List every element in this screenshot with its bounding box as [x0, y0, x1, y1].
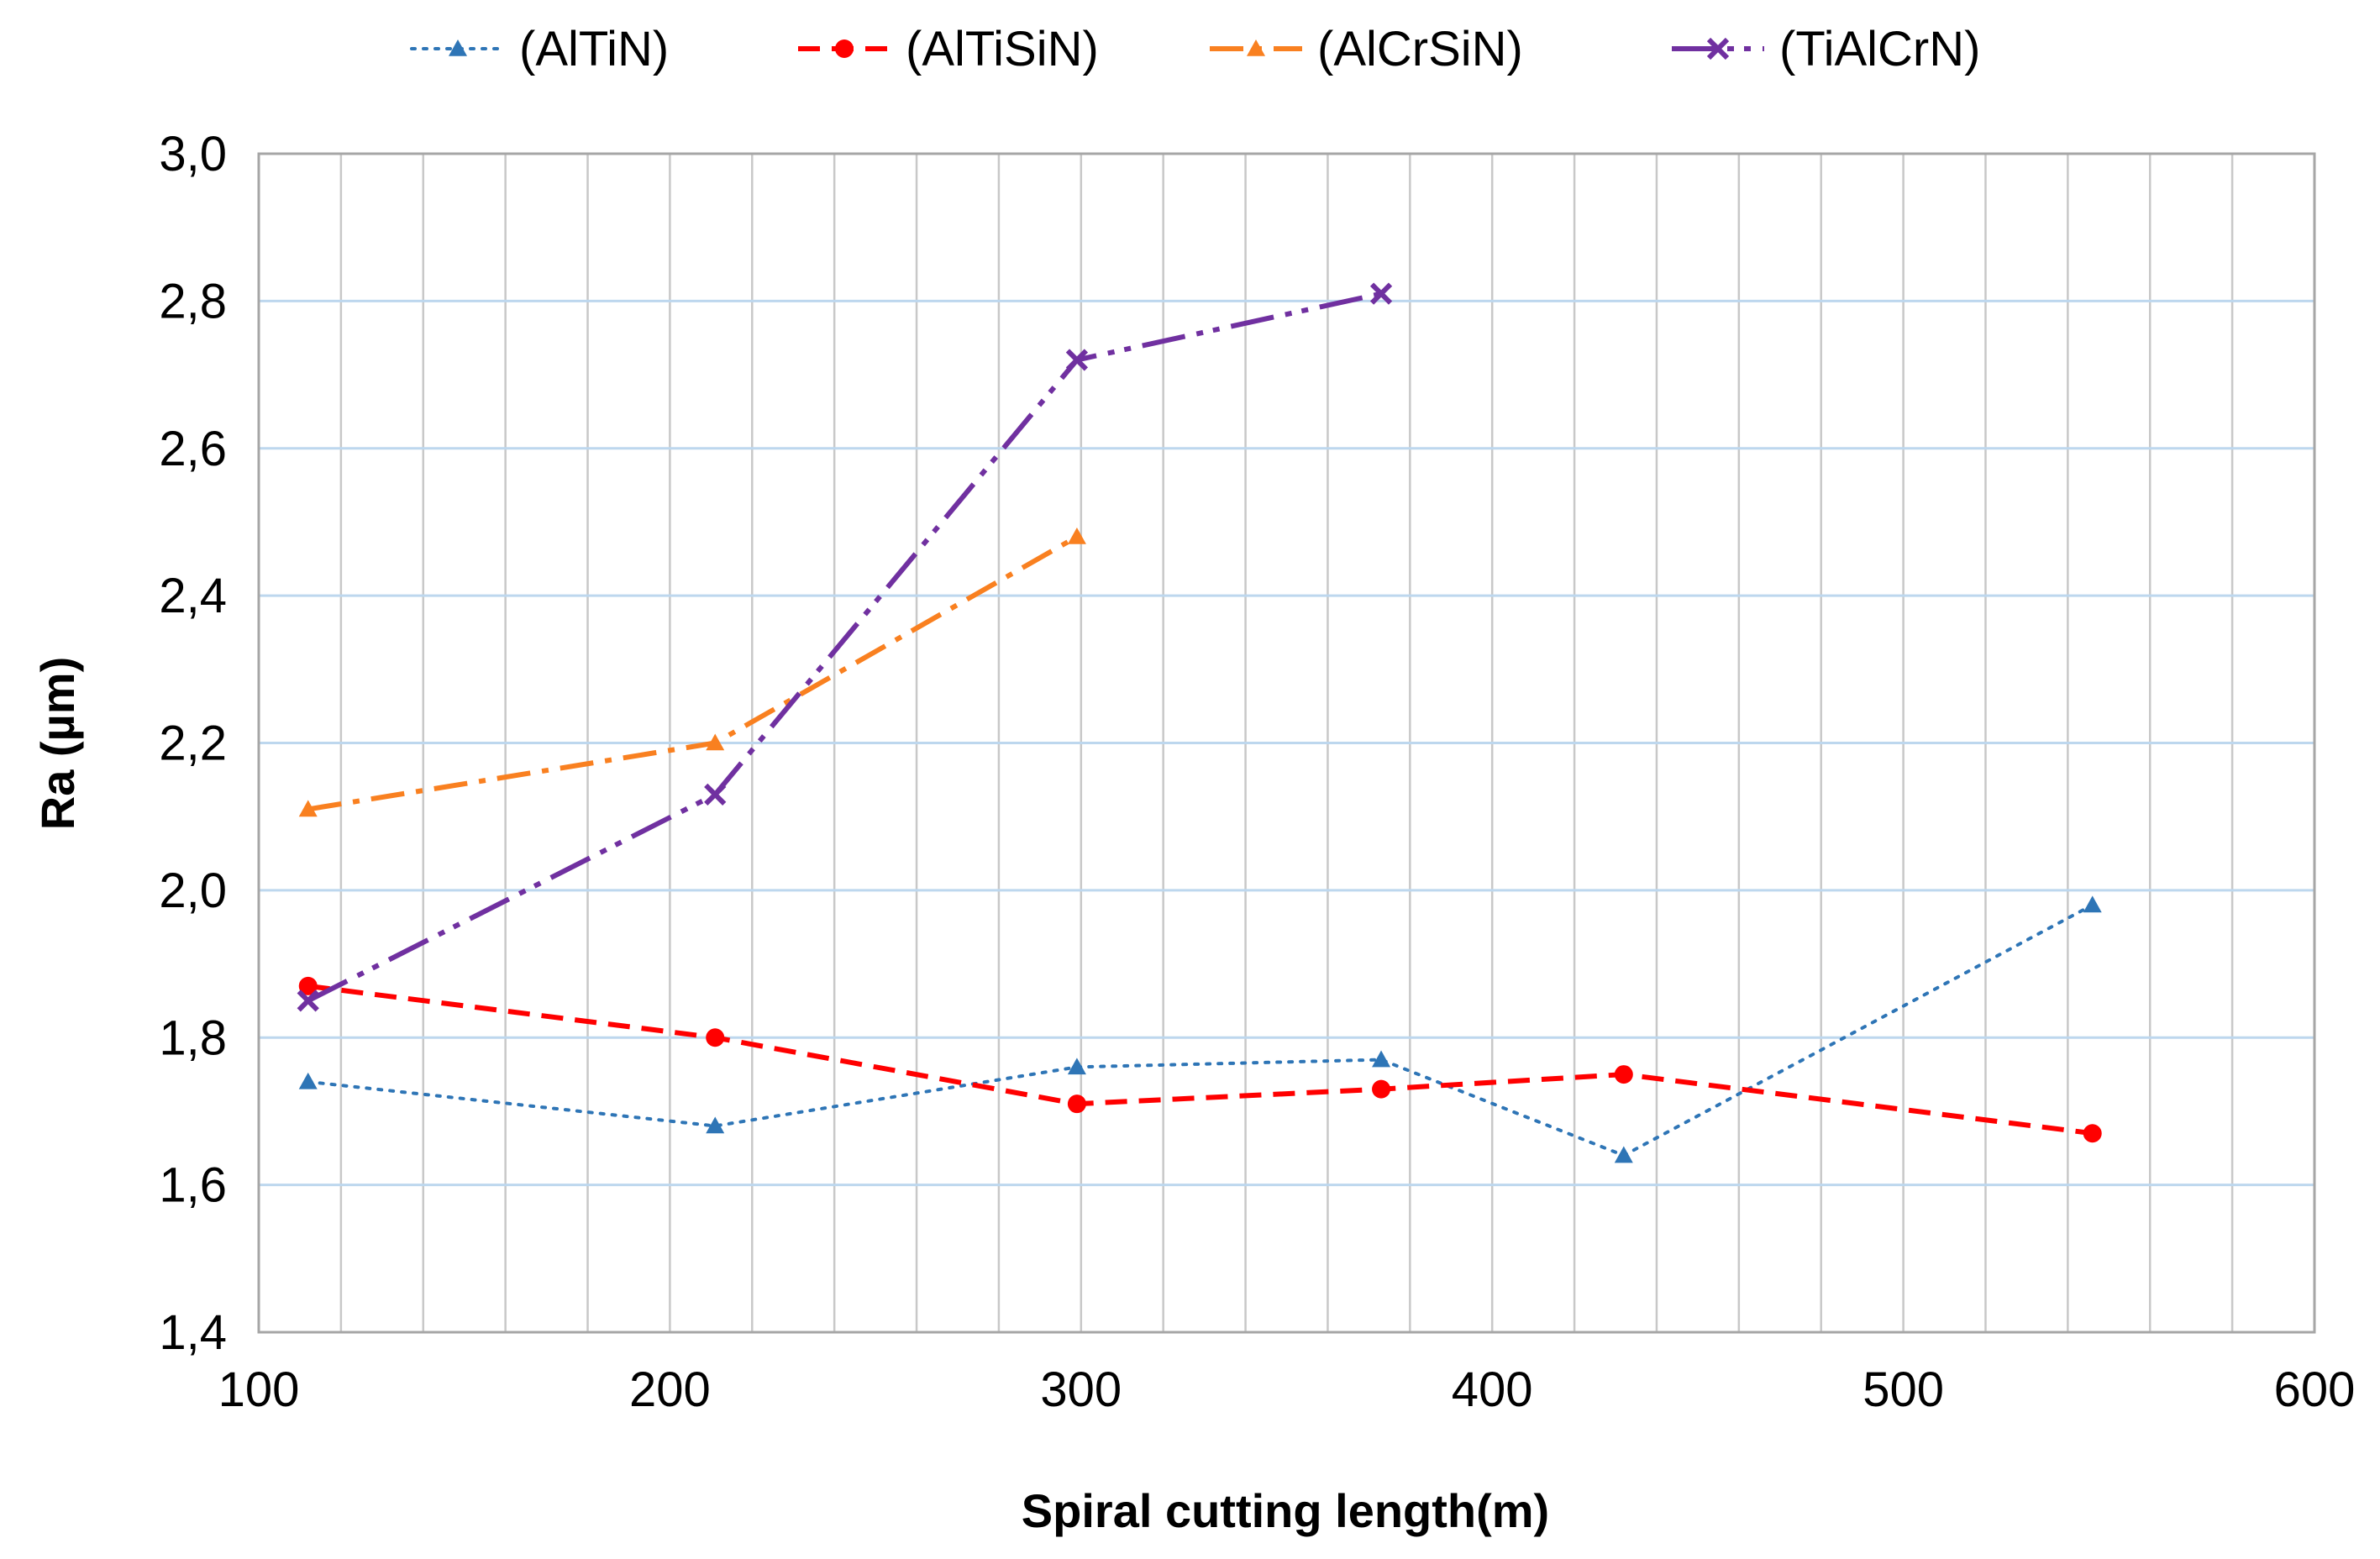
legend-marker: [449, 39, 467, 56]
y-tick-label: 2,8: [159, 274, 227, 328]
data-point: [704, 783, 727, 806]
marker-stroke: [1706, 37, 1730, 60]
data-point: [298, 976, 318, 995]
legend-item: (TiAlCrN): [1672, 22, 1980, 76]
axis-tick-labels: 1,4 1,6 1,8 2,0 2,2 2,4 2,6 2,8 3,0 100 200 300 400 5…: [159, 127, 2355, 1417]
data-point: [1614, 1065, 1633, 1084]
x-axis-title: Spiral cutting length(m): [1022, 1484, 1549, 1537]
y-tick-label: 2,0: [159, 863, 227, 918]
series-line: [307, 983, 2094, 1136]
y-tick-label: 3,0: [159, 127, 227, 181]
legend: (AlTiN) (AlTiSiN) (AlCrSiN) (TiAlCrN): [410, 22, 1980, 76]
marker-stroke: [297, 989, 319, 1012]
x-tick-label: 500: [1862, 1362, 1944, 1417]
series-3: [297, 282, 1393, 1012]
y-tick-label: 1,4: [159, 1305, 227, 1360]
legend-label: (AlTiN): [519, 22, 669, 76]
x-tick-label: 600: [2274, 1362, 2356, 1417]
y-tick-label: 2,2: [159, 717, 227, 771]
series-line: [306, 903, 2094, 1157]
y-tick-label: 1,6: [159, 1158, 227, 1213]
series-layer: [297, 282, 2102, 1163]
data-point: [1067, 1094, 1086, 1114]
data-point: [1065, 349, 1089, 371]
plot-area: [257, 152, 2316, 1334]
data-point: [1369, 282, 1393, 305]
series-2: [298, 527, 1086, 817]
data-point: [706, 1028, 725, 1047]
y-axis-title: Ra (µm): [31, 657, 84, 831]
x-tick-label: 300: [1040, 1362, 1122, 1417]
legend-label: (TiAlCrN): [1779, 22, 1980, 76]
legend-label: (AlTiSiN): [906, 22, 1099, 76]
x-tick-label: 100: [218, 1362, 300, 1417]
y-tick-label: 2,4: [159, 569, 227, 623]
data-point: [1372, 1050, 1391, 1068]
y-tick-label: 2,6: [159, 422, 227, 476]
marker-stroke: [1369, 282, 1393, 305]
data-point: [2083, 1124, 2102, 1143]
data-point: [1372, 1079, 1391, 1099]
legend-item: (AlCrSiN): [1210, 22, 1523, 76]
x-tick-label: 200: [629, 1362, 711, 1417]
marker-stroke: [1065, 349, 1089, 371]
data-point: [706, 733, 725, 751]
series-0: [298, 895, 2102, 1163]
y-tick-label: 1,8: [159, 1010, 227, 1065]
data-point: [1067, 527, 1086, 544]
marker-stroke: [704, 783, 727, 806]
legend-marker: [1247, 39, 1265, 56]
legend-item: (AlTiN): [410, 22, 669, 76]
data-point: [298, 800, 318, 817]
x-tick-label: 400: [1452, 1362, 1533, 1417]
legend-marker: [835, 39, 854, 58]
grid: [259, 154, 2314, 1332]
data-point: [1067, 1058, 1086, 1075]
data-point: [298, 1072, 318, 1089]
data-point: [706, 1116, 725, 1134]
series-1: [298, 976, 2102, 1143]
data-point: [1614, 1146, 1633, 1163]
legend-label: (AlCrSiN): [1317, 22, 1523, 76]
legend-item: (AlTiSiN): [798, 22, 1099, 76]
data-point: [297, 989, 319, 1012]
data-point: [2083, 895, 2102, 913]
legend-marker: [1706, 37, 1730, 60]
series-line: [307, 291, 1382, 1004]
